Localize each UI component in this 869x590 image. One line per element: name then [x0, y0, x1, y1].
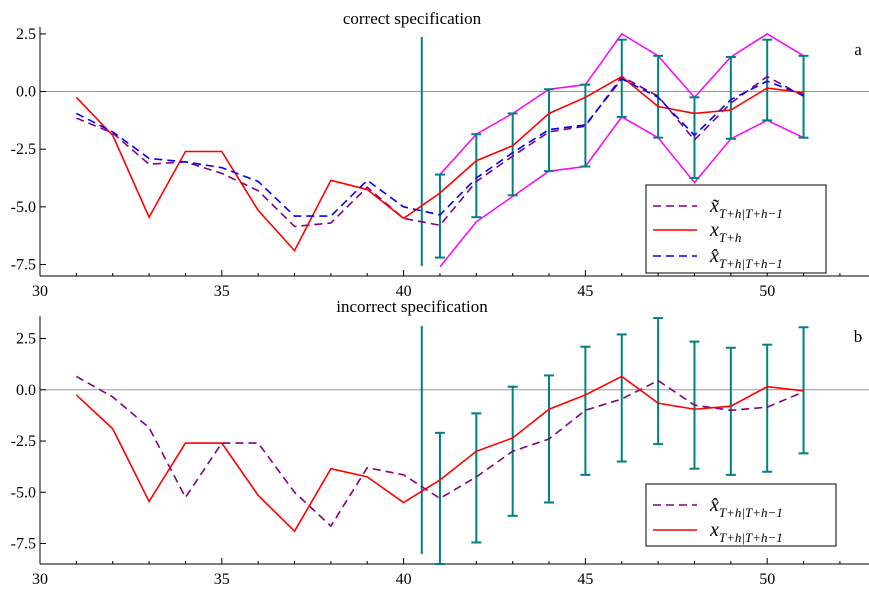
x-tick-label-b-3: 45: [577, 571, 593, 588]
error-bar-a-1: [471, 133, 482, 219]
x-tick-label-b-2: 40: [396, 571, 412, 588]
legend-a: x̃T+h|T+h−1 xT+h x̂T+h|T+h−1: [645, 184, 827, 274]
error-bar-a-3: [544, 88, 555, 173]
panel-a-title: correct specification: [343, 9, 482, 28]
legend-a-main-1: x: [709, 219, 719, 241]
x-tick-label-b-1: 35: [214, 571, 230, 588]
error-bar-a-2: [507, 112, 518, 197]
legend-a-entry-2: x̂T+h|T+h−1: [709, 245, 783, 271]
legend-b-entry-0: x̂T+h|T+h−1: [709, 494, 783, 520]
legend-b-entry-1: xT+h|T+h−1: [709, 519, 783, 545]
legend-a-entry-1: xT+h: [709, 219, 741, 245]
series-line-a-1: [75, 75, 804, 253]
series-line-b-0: [75, 375, 804, 528]
y-tick-label-b-2: -2.5: [11, 433, 36, 450]
x-tick-label-a-1: 35: [214, 283, 230, 300]
y-tick-label-a-0: 2.5: [16, 26, 36, 43]
x-tick-label-a-2: 40: [396, 283, 412, 300]
series-line-b-1: [75, 375, 804, 533]
panel-b-label: b: [854, 327, 863, 346]
y-tick-label-a-1: 0.0: [16, 84, 36, 101]
legend-b-sub-1: T+h|T+h−1: [719, 530, 783, 545]
error-bar-a-0: [434, 173, 445, 259]
legend-b-main-1: x: [709, 519, 719, 541]
legend-a-sub-0: T+h|T+h−1: [719, 206, 783, 221]
y-tick-label-b-1: 0.0: [16, 382, 36, 399]
legend-a-main-2: x̂: [709, 245, 719, 267]
panel-a-label: a: [854, 40, 862, 59]
error-bar-b-5: [616, 333, 627, 463]
legend-b-frame: [645, 483, 837, 547]
error-bar-a-7: [689, 96, 700, 180]
x-tick-label-a-3: 45: [577, 283, 593, 300]
legend-b-sub-0: T+h|T+h−1: [719, 505, 783, 520]
legend-a-main-0: x̃: [709, 195, 719, 217]
x-tick-label-a-4: 50: [759, 283, 775, 300]
error-bar-a-9: [762, 38, 773, 122]
legend-b: x̂T+h|T+h−1 xT+h|T+h−1: [645, 483, 837, 547]
error-bar-b-9: [762, 343, 773, 473]
panel-a: correct specification a 2.5 0.0 -2.5 -5.0 -7…: [11, 9, 869, 300]
y-tick-label-a-3: -5.0: [11, 199, 36, 216]
legend-a-sub-2: T+h|T+h−1: [719, 256, 783, 271]
band-upper-a: [439, 32, 804, 176]
plot-area-b: 2.5 0.0 -2.5 -5.0 -7.5 30 35 40 45 50: [11, 316, 869, 588]
series-line-a-2: [75, 77, 804, 217]
error-bar-b-8: [725, 346, 736, 476]
legend-b-main-0: x̂: [709, 494, 719, 516]
error-bar-a-10: [798, 54, 809, 139]
y-tick-label-a-2: -2.5: [11, 141, 36, 158]
y-tick-label-a-4: -7.5: [11, 256, 36, 273]
error-bar-b-1: [471, 412, 482, 544]
x-tick-label-b-4: 50: [759, 571, 775, 588]
legend-a-sub-1: T+h: [719, 230, 742, 245]
x-tick-label-a-0: 30: [32, 283, 48, 300]
legend-a-frame: [645, 184, 827, 274]
error-bar-b-4: [580, 345, 591, 476]
y-tick-label-b-0: 2.5: [16, 331, 36, 348]
error-bar-a-8: [725, 55, 736, 140]
y-tick-label-b-4: -7.5: [11, 536, 36, 553]
error-bar-a-4: [580, 83, 591, 168]
y-tick-label-b-3: -5.0: [11, 484, 36, 501]
error-bar-b-0: [434, 431, 445, 565]
legend-a-entry-0: x̃T+h|T+h−1: [709, 195, 783, 221]
plot-area-a: 2.5 0.0 -2.5 -5.0 -7.5 30 35 40 45 50: [11, 26, 869, 300]
panel-b: incorrect specification b 2.5 0.0 -2.5 -5.0…: [11, 297, 869, 588]
series-line-a-0: [76, 75, 804, 228]
x-tick-label-b-0: 30: [32, 571, 48, 588]
panel-b-title: incorrect specification: [336, 297, 488, 316]
